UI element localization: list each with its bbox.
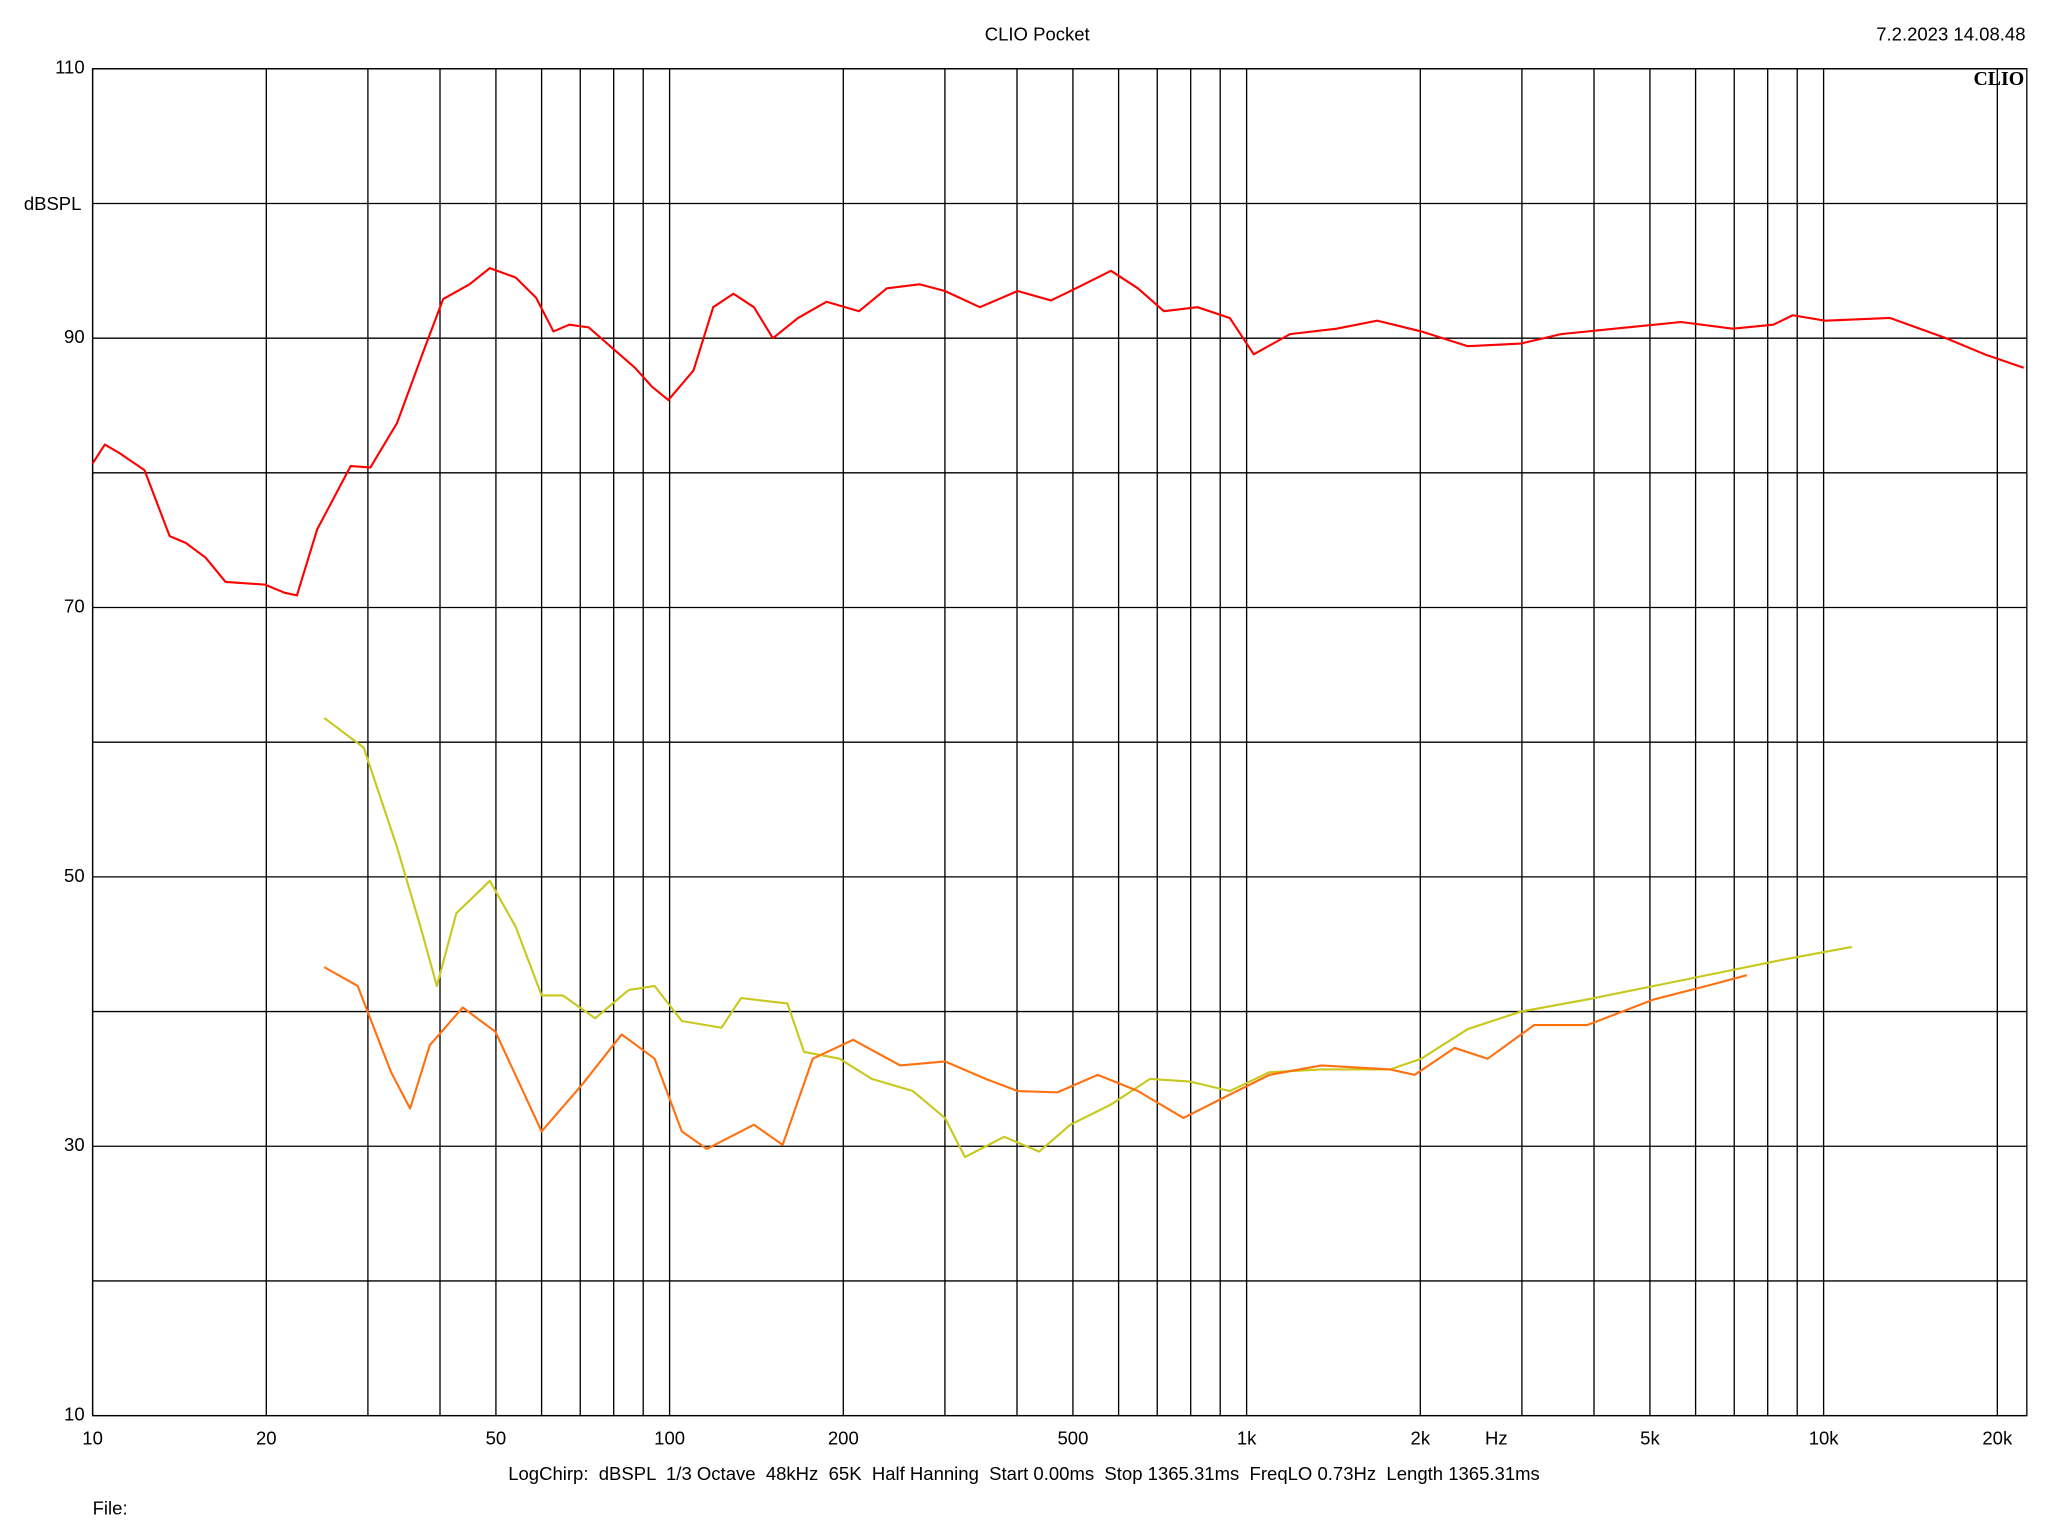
series-line <box>323 966 1748 1151</box>
series-line <box>91 267 2025 597</box>
y-tick-label: 50 <box>64 865 85 886</box>
x-tick-label: 50 <box>486 1427 507 1448</box>
y-axis-label: dBSPL <box>24 193 82 214</box>
y-tick-label: 30 <box>64 1134 85 1155</box>
y-tick-label: 10 <box>64 1403 85 1424</box>
x-tick-label: 10 <box>82 1427 103 1448</box>
x-tick-label: 5k <box>1640 1427 1660 1448</box>
file-label: File: <box>93 1497 128 1518</box>
settings: LogChirp: dBSPL 1/3 Octave 48kHz 65K Hal… <box>508 1463 1540 1484</box>
x-tick-label: 500 <box>1057 1427 1088 1448</box>
chart-title: CLIO Pocket <box>985 24 1091 45</box>
y-tick-label: 70 <box>64 595 85 616</box>
x-tick-label: 10k <box>1809 1427 1840 1448</box>
x-tick-label: 2k <box>1411 1427 1431 1448</box>
x-tick-label: 20k <box>1982 1427 2013 1448</box>
logo: CLIO <box>1973 68 2024 90</box>
series-line <box>323 717 1852 1159</box>
x-tick-label: 200 <box>828 1427 859 1448</box>
date: 7.2.2023 14.08.48 <box>1876 24 2025 45</box>
x-tick-label: 20 <box>256 1427 277 1448</box>
x-tick-label: 100 <box>654 1427 685 1448</box>
y-tick-label: 90 <box>64 326 85 347</box>
y-tick-label: 110 <box>55 57 85 78</box>
x-axis-label: Hz <box>1485 1427 1508 1448</box>
x-tick-label: 1k <box>1237 1427 1257 1448</box>
